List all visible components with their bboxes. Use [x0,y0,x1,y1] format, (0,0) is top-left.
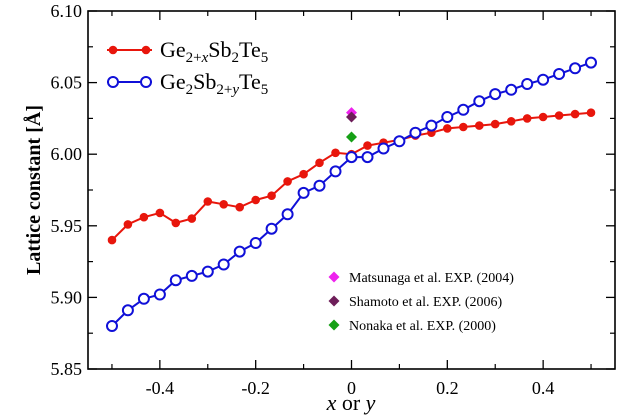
series-1-point [299,169,308,179]
x-tick-label: -0.4 [146,378,175,398]
series-1-point [315,158,324,168]
series-1-point [538,112,548,122]
series-1-point [155,208,165,218]
legend-marker [141,45,151,55]
series-2-point [345,151,358,164]
series-2-point [505,83,518,96]
series-1-point [490,119,500,129]
experiment-legend-label-2: Shamoto et al. EXP. (2006) [349,295,503,310]
series-2-point [169,274,182,287]
series-2-point [425,119,438,132]
y-tick-label: 6.00 [51,144,83,164]
y-tick-label: 6.10 [51,1,83,21]
series-2-point [121,304,134,317]
experiment-legend-marker-1 [328,271,340,283]
legend-marker [107,76,119,88]
y-tick-label: 5.85 [51,359,83,379]
series-1-point [506,117,516,126]
x-tick-label: -0.2 [241,378,270,398]
series-2-point [201,265,214,278]
series-2-point [137,292,150,305]
series-2-point [329,165,342,178]
series-2-point [585,56,597,69]
series-2-line [111,61,592,327]
series-1-point [267,191,276,200]
series-2-point [537,73,550,86]
series-2-point [233,245,246,258]
series-2-point [377,142,390,155]
x-axis-title: x or y [326,390,376,415]
experiment-legend-label-1: Matsunaga et al. EXP. (2004) [349,271,514,286]
experiment-point-2 [346,111,357,123]
series-2-point [489,88,502,101]
plot-frame [87,10,616,370]
experiment-legend-label-3: Nonaka et al. EXP. (2000) [349,319,496,334]
legend-marker [140,76,152,88]
y-tick-label: 5.95 [51,216,83,236]
series-1-point [235,202,244,212]
legend-label-1: Ge2+xSb2Te5 [160,37,268,66]
series-1-point [107,235,117,245]
y-tick-label: 5.90 [51,287,83,307]
x-tick-label: 0.2 [436,378,459,398]
series-1-point [522,114,532,123]
series-1-point [203,197,213,206]
legend: Ge2+xSb2Te5 Ge2Sb2+yTe5 [107,37,268,98]
series-1-point [331,148,340,158]
series-2-point [249,237,262,249]
series-1-point [475,121,484,130]
series-2-point [409,126,422,139]
experiment-point-3 [346,131,357,143]
series-1-point [554,111,564,120]
series-2-point [569,62,582,75]
legend-marker [108,45,118,55]
y-tick-label: 6.05 [51,73,83,93]
series-2-point [457,103,470,116]
series-1-point [570,109,580,119]
y-axis-title: Lattice constant [Å] [22,105,45,275]
series-2-point [361,151,374,164]
series-2-point [393,135,406,148]
legend-label-2: Ge2Sb2+yTe5 [160,69,268,98]
series-1-point [251,195,260,205]
series-1-point [123,220,133,229]
experiment-legend-marker-3 [328,319,340,331]
series-1-point [459,122,468,132]
experiment-legend: Matsunaga et al. EXP. (2004) Shamoto et a… [328,271,514,334]
series-1-point [586,108,596,117]
series-2-point [106,320,118,332]
series-1-point [219,200,228,209]
x-tick-label: 0.4 [532,378,555,398]
series-2-point [185,269,198,282]
series-2-point [281,208,294,221]
series-2-point [521,78,534,90]
series-1-point [187,214,197,223]
series-1-point [171,218,181,228]
series-2-point [297,186,310,199]
series-2-point [441,111,454,123]
series-2-point [153,288,166,301]
series-2-point [553,68,566,80]
series-2-point [313,179,326,192]
series-1-point [443,124,452,133]
series-2-point [265,222,278,235]
experiment-legend-marker-2 [328,295,340,307]
x-tick-label: 0 [347,378,356,398]
series-1-point [139,212,149,222]
series-1-point [283,177,292,186]
series-2-point [473,95,486,108]
series-1-point [363,141,372,150]
series-2-point [217,258,230,271]
